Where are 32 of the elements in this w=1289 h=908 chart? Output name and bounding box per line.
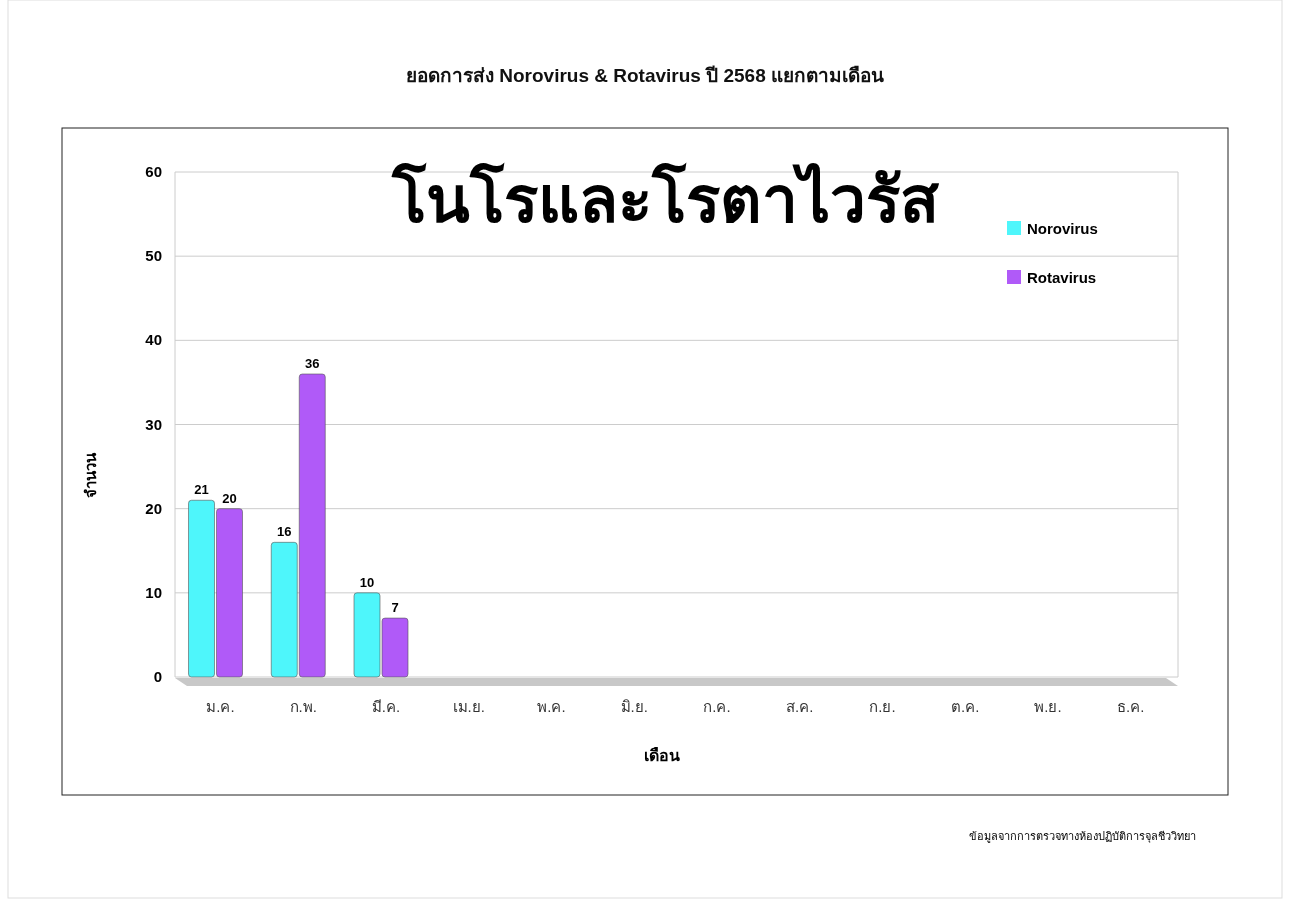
data-label: 10 <box>359 574 375 590</box>
data-label: 16 <box>277 524 292 540</box>
y-tick-label: 50 <box>145 247 162 265</box>
y-tick-label: 30 <box>145 415 162 433</box>
legend-label: Norovirus <box>1027 220 1098 237</box>
x-tick-label: มิ.ย. <box>620 698 648 715</box>
y-tick-label: 10 <box>145 583 162 601</box>
x-tick-label: ก.พ. <box>289 698 317 715</box>
text: ข้อมูลจากการตรวจทางห้องปฏิบัติการจุลชีววิทยา <box>969 830 1196 843</box>
chart-title: ยอดการส่ง Norovirus & Rotavirus ปี 2568 แยกตามเดือน <box>405 65 885 86</box>
data-label: 20 <box>222 490 237 506</box>
chart-subtitle: โนโรและโรตาไวรัส <box>390 162 939 236</box>
x-axis-title: เดือน <box>644 747 680 764</box>
data-label: 36 <box>305 356 320 371</box>
x-tick-label: ต.ค. <box>951 698 980 715</box>
x-tick-label: มี.ค. <box>371 698 401 715</box>
y-tick-label: 20 <box>145 499 162 517</box>
x-tick-label: พ.ย. <box>1034 698 1062 715</box>
y-tick-label: 0 <box>153 668 162 685</box>
y-axis-title: จำนวน <box>82 451 99 498</box>
data-label: 7 <box>391 600 399 616</box>
x-tick-label: ธ.ค. <box>1117 698 1145 715</box>
x-tick-label: ก.ย. <box>869 698 896 715</box>
data-label: 21 <box>194 482 209 498</box>
x-tick-label: ก.ค. <box>703 698 731 715</box>
legend-label: Rotavirus <box>1027 269 1097 286</box>
y-tick-label: 40 <box>145 331 162 349</box>
y-tick-label: 60 <box>145 163 162 180</box>
x-tick-label: เม.ย. <box>452 698 485 715</box>
x-tick-label: พ.ค. <box>537 698 566 715</box>
x-tick-label: ม.ค. <box>206 698 235 715</box>
x-tick-label: ส.ค. <box>786 698 814 715</box>
